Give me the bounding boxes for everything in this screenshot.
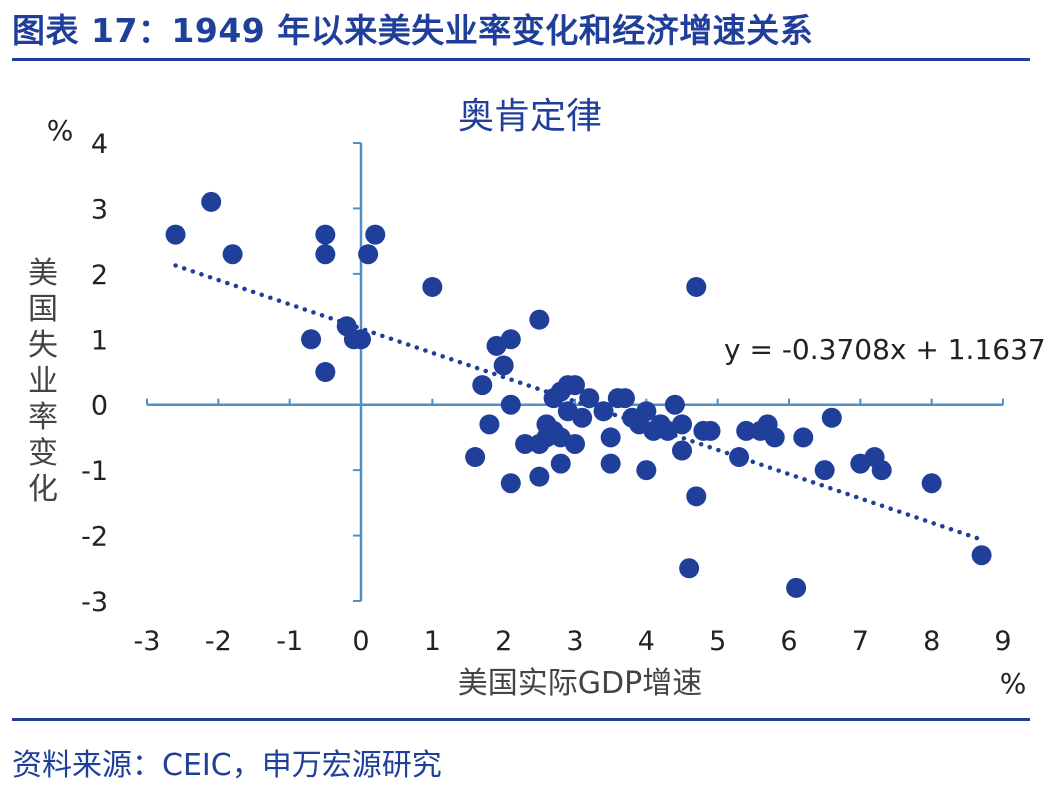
data-point <box>351 329 371 350</box>
data-point <box>679 558 700 579</box>
trendline <box>173 263 984 542</box>
data-point <box>500 473 521 494</box>
x-tick-label: 3 <box>566 626 583 657</box>
y-tick-label: 4 <box>91 129 108 160</box>
x-tick-label: 5 <box>709 626 726 657</box>
data-point <box>764 427 785 448</box>
data-point <box>500 329 521 350</box>
data-point <box>500 394 521 415</box>
data-point <box>664 394 685 415</box>
data-point <box>479 414 500 435</box>
data-point <box>600 453 621 474</box>
data-point <box>565 375 585 396</box>
data-point <box>515 433 536 454</box>
data-point <box>593 401 614 422</box>
tick-labels: -3 -2 -1 0 1 2 3 4 5 6 7 8 9 4 3 2 1 0 -1 -2 -3 <box>81 129 1012 657</box>
chart-title: 奥肯定律 <box>458 96 602 137</box>
data-point <box>579 388 600 409</box>
y-tick-label: 0 <box>91 391 108 422</box>
data-point <box>572 407 593 428</box>
y-tick-label: -2 <box>81 522 108 553</box>
x-tick-label: 9 <box>994 626 1011 657</box>
y-tick-label: 3 <box>91 194 108 225</box>
figure-title: 图表 17：1949 年以来美失业率变化和经济增速关系 <box>12 11 814 50</box>
data-point <box>600 427 621 448</box>
data-point <box>821 407 842 428</box>
data-point <box>165 224 186 245</box>
title-rule <box>12 58 1030 61</box>
data-point <box>465 447 486 468</box>
data-point <box>686 486 707 507</box>
data-point <box>871 460 892 481</box>
x-tick-label: -3 <box>134 626 161 657</box>
x-tick-label: 0 <box>352 626 369 657</box>
data-point <box>793 427 814 448</box>
data-point <box>736 420 757 441</box>
x-tick-label: 1 <box>424 626 441 657</box>
data-point <box>550 453 571 474</box>
footer-rule <box>12 718 1030 721</box>
data-point <box>315 244 336 265</box>
data-point <box>786 577 807 598</box>
y-tick-label: -3 <box>81 587 108 618</box>
x-tick-label: 8 <box>923 626 940 657</box>
data-point <box>422 276 443 297</box>
data-point <box>672 440 692 461</box>
x-tick-label: 2 <box>495 626 512 657</box>
y-axis-label: 美国失业率变化 <box>28 256 58 507</box>
trend-equation-label: y = -0.3708x + 1.1637 <box>724 333 1046 366</box>
x-tick-label: -2 <box>205 626 232 657</box>
data-point <box>700 420 721 441</box>
data-point <box>971 545 992 566</box>
x-axis-label: 美国实际GDP增速 <box>458 666 702 701</box>
data-points <box>165 191 992 598</box>
y-tick-label: 2 <box>91 260 108 291</box>
y-tick-label: 1 <box>91 325 108 356</box>
data-point <box>686 276 707 297</box>
data-point <box>315 362 336 382</box>
data-point <box>358 244 379 265</box>
trendline-path <box>173 263 984 542</box>
x-unit-label: % <box>1000 667 1027 700</box>
x-tick-label: -1 <box>276 626 303 657</box>
axes <box>146 142 1004 602</box>
x-tick-label: 6 <box>780 626 797 657</box>
data-point <box>565 433 585 454</box>
data-point <box>365 224 386 245</box>
x-tick-label: 4 <box>638 626 655 657</box>
data-point <box>529 466 550 487</box>
data-point <box>672 414 692 435</box>
data-point <box>614 388 635 409</box>
x-tick-label: 7 <box>852 626 869 657</box>
data-point <box>636 460 657 481</box>
data-point <box>814 460 835 481</box>
data-point <box>921 473 942 494</box>
data-point <box>529 309 550 330</box>
data-point <box>222 244 243 265</box>
y-unit-label: % <box>47 114 74 147</box>
data-point <box>315 224 336 245</box>
data-point <box>636 401 657 422</box>
data-point <box>493 355 514 376</box>
y-tick-label: -1 <box>81 456 108 487</box>
data-point <box>729 447 750 468</box>
source-note: 资料来源：CEIC，申万宏源研究 <box>12 748 442 783</box>
data-point <box>301 329 322 350</box>
data-point <box>472 375 493 396</box>
data-point <box>201 191 222 212</box>
